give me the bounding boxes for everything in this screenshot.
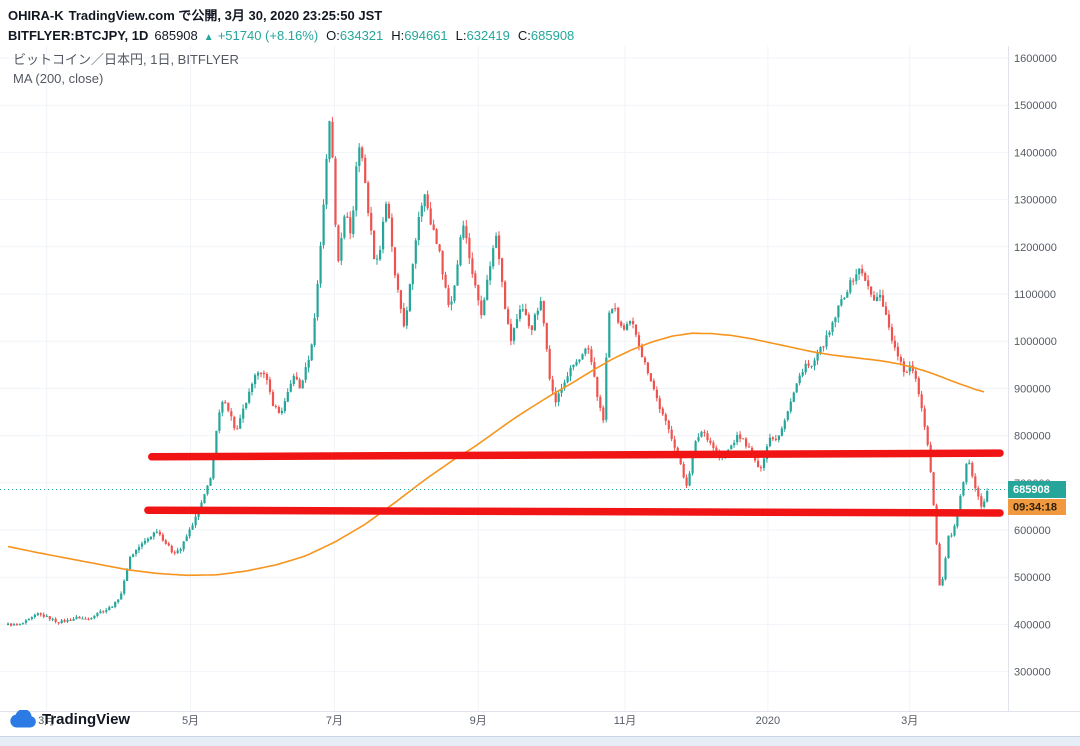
trendline-upper[interactable] [148, 449, 1004, 461]
last-price: 685908 [154, 28, 198, 43]
price-axis[interactable]: 3000004000005000006000007000008000009000… [1014, 53, 1057, 679]
countdown-flag: 09:34:18 [1008, 499, 1066, 515]
y-axis-label: 600000 [1014, 525, 1051, 537]
x-axis-label: 9月 [470, 715, 487, 727]
legend-ma-indicator[interactable]: MA (200, close) [13, 71, 104, 86]
time-axis[interactable]: 3月 5月 7月 9月 11月 2020 3月 [38, 715, 918, 727]
open-value: 634321 [339, 28, 384, 43]
svg-text:09:34:18: 09:34:18 [1013, 502, 1057, 514]
ma-200-line[interactable] [7, 332, 985, 577]
y-axis-label: 1100000 [1014, 289, 1056, 301]
candles-layer [7, 116, 989, 627]
legend-series-title[interactable]: ビットコイン／日本円, 1日, BITFLYER [13, 52, 239, 67]
symbol-ohlc-line: BITFLYER:BTCJPY, 1D 685908 ▲ +51740 (+8.16%… [8, 28, 574, 43]
y-axis-label: 1200000 [1014, 242, 1057, 254]
open-label: O: [326, 28, 340, 43]
publish-info: TradingView.com で公開, 3月 30, 2020 23:25:5… [68, 8, 383, 23]
y-axis-label: 1000000 [1014, 336, 1057, 348]
x-axis-label: 5月 [182, 715, 199, 727]
y-axis-label: 1500000 [1014, 100, 1057, 112]
x-axis-label: 3月 [901, 715, 918, 727]
tradingview-brand-text: TradingView [42, 710, 131, 728]
trendline-lower[interactable] [144, 506, 1004, 517]
price-change: +51740 (+8.16%) [217, 28, 319, 43]
y-axis-label: 900000 [1014, 383, 1051, 395]
y-axis-label: 400000 [1014, 619, 1051, 631]
y-axis-label: 1300000 [1014, 195, 1057, 207]
x-axis-label: 7月 [326, 715, 343, 727]
high-value: 694661 [404, 28, 448, 43]
tradingview-cloud-icon [10, 710, 36, 728]
close-label: C: [517, 28, 531, 43]
y-axis-label: 300000 [1014, 667, 1051, 679]
x-axis-label: 2020 [756, 715, 780, 727]
close-value: 685908 [530, 28, 575, 43]
y-axis-label: 1400000 [1014, 147, 1057, 159]
symbol-name[interactable]: BITFLYER:BTCJPY, 1D [8, 28, 149, 43]
high-label: H: [391, 28, 405, 43]
tradingview-logo[interactable]: TradingView [10, 710, 130, 728]
low-label: L: [455, 28, 467, 43]
pane-legend: ビットコイン／日本円, 1日, BITFLYER MA (200, close) [13, 50, 239, 88]
up-arrow-icon: ▲ [203, 32, 214, 43]
chart-header: OHIRA-K TradingView.com で公開, 3月 30, 2020 … [8, 5, 574, 43]
y-axis-label: 800000 [1014, 431, 1051, 443]
grid-layer [0, 46, 1008, 711]
y-axis-label: 500000 [1014, 572, 1051, 584]
x-axis-label: 11月 [614, 715, 636, 727]
author-name[interactable]: OHIRA-K [8, 8, 64, 23]
y-axis-label: 1600000 [1014, 53, 1057, 65]
bottom-strip [0, 736, 1080, 746]
publish-line: OHIRA-K TradingView.com で公開, 3月 30, 2020 … [8, 5, 574, 24]
low-value: 632419 [466, 28, 510, 43]
svg-text:685908: 685908 [1013, 484, 1050, 496]
x-axis-label: 3月 [38, 715, 55, 727]
last-price-flag: 685908 [1008, 481, 1066, 498]
